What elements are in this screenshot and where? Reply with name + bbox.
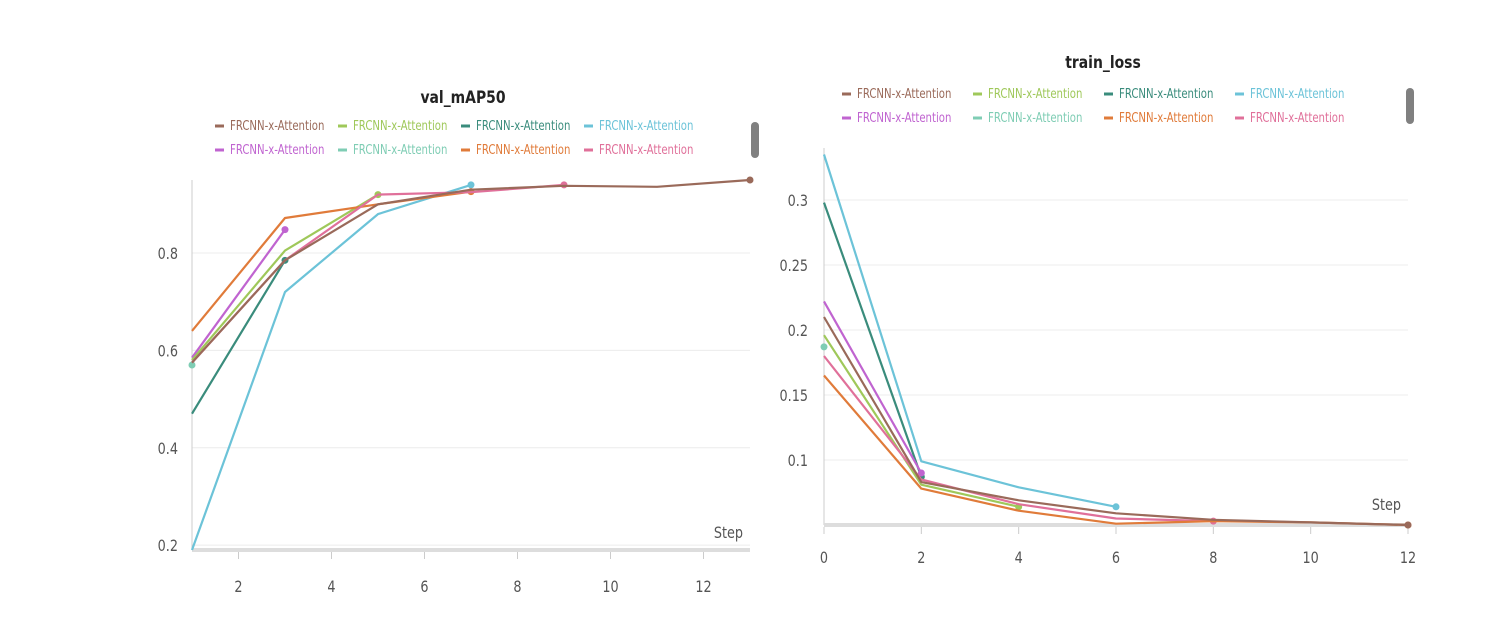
x-tick-label: 12 xyxy=(1400,550,1416,568)
legend-label: FRCNN-x-Attention xyxy=(1250,110,1344,126)
series-end-point xyxy=(917,469,925,477)
series-line xyxy=(823,334,1019,508)
y-tick-label: 0.6 xyxy=(158,343,178,361)
legend-label: FRCNN-x-Attention xyxy=(353,118,447,134)
legend-label: FRCNN-x-Attention xyxy=(230,142,324,158)
series-line xyxy=(191,193,379,361)
series-line xyxy=(822,202,923,478)
series-line xyxy=(191,259,286,415)
x-tick-label: 4 xyxy=(327,579,335,597)
series-line xyxy=(191,183,565,364)
x-tick-label: 10 xyxy=(1303,550,1319,568)
legend-label: FRCNN-x-Attention xyxy=(599,142,693,158)
legend-label: FRCNN-x-Attention xyxy=(857,110,951,126)
x-tick-label: 12 xyxy=(695,579,711,597)
series-line xyxy=(823,300,923,474)
series-line xyxy=(823,355,1214,523)
series-end-point xyxy=(281,226,289,234)
x-tick-label: 0 xyxy=(820,550,828,568)
series-line xyxy=(822,154,1117,508)
legend-label: FRCNN-x-Attention xyxy=(230,118,324,134)
x-tick-label: 6 xyxy=(420,579,428,597)
y-tick-label: 0.2 xyxy=(788,323,808,341)
x-tick-label: 10 xyxy=(602,579,618,597)
series-end-point xyxy=(188,361,196,369)
legend-scrollbar xyxy=(751,122,759,158)
series-end-point xyxy=(1404,521,1412,529)
y-tick-label: 0.8 xyxy=(158,246,178,264)
series-line xyxy=(823,316,1409,527)
y-tick-label: 0.15 xyxy=(780,388,808,406)
x-tick-label: 8 xyxy=(513,579,521,597)
chart-title: val_mAP50 xyxy=(420,88,505,108)
x-tick-label: 8 xyxy=(1209,550,1217,568)
legend-label: FRCNN-x-Attention xyxy=(988,110,1082,126)
legend-label: FRCNN-x-Attention xyxy=(988,86,1082,102)
y-tick-label: 0.1 xyxy=(788,453,808,471)
x-tick-label: 2 xyxy=(917,550,925,568)
legend-label: FRCNN-x-Attention xyxy=(476,142,570,158)
y-tick-label: 0.25 xyxy=(780,258,808,276)
val-map50-chart: val_mAP50 FRCNN-x-Attention FRCNN-x-Attent… xyxy=(158,88,759,597)
series-end-point xyxy=(820,343,828,351)
legend-label: FRCNN-x-Attention xyxy=(857,86,951,102)
y-tick-label: 0.3 xyxy=(788,193,808,211)
chart-title: train_loss xyxy=(1065,53,1141,73)
legend-label: FRCNN-x-Attention xyxy=(1250,86,1344,102)
train-loss-chart: train_loss FRCNN-x-Attention FRCNN-x-Atten… xyxy=(780,53,1417,568)
x-tick-label: 4 xyxy=(1015,550,1023,568)
legend-scrollbar xyxy=(1406,88,1414,124)
y-tick-label: 0.4 xyxy=(158,441,178,459)
series-end-point xyxy=(746,176,754,184)
series-line xyxy=(190,183,472,551)
legend-label: FRCNN-x-Attention xyxy=(476,118,570,134)
series-line xyxy=(191,178,751,364)
legend-label: FRCNN-x-Attention xyxy=(1119,86,1213,102)
y-tick-label: 0.2 xyxy=(158,538,178,556)
series-line xyxy=(191,229,286,359)
x-tick-label: 6 xyxy=(1112,550,1120,568)
x-axis-label: Step xyxy=(1372,497,1401,515)
legend-label: FRCNN-x-Attention xyxy=(599,118,693,134)
series-end-point xyxy=(1112,503,1120,511)
legend-label: FRCNN-x-Attention xyxy=(1119,110,1213,126)
legend-label: FRCNN-x-Attention xyxy=(353,142,447,158)
x-axis-label: Step xyxy=(714,525,743,543)
x-tick-label: 2 xyxy=(234,579,242,597)
series-end-point xyxy=(467,181,475,189)
